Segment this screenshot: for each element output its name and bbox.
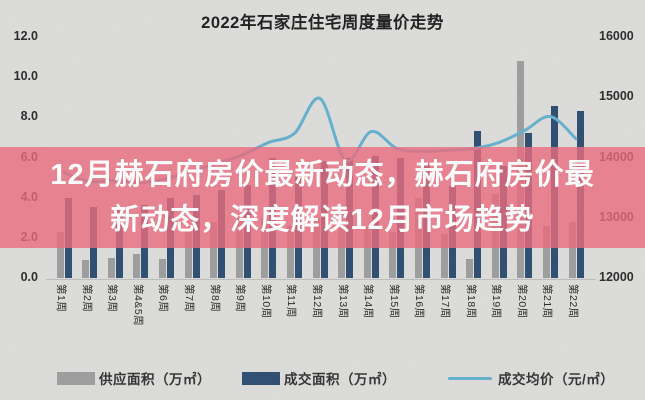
y-axis-right-tick: 12000 bbox=[599, 270, 634, 284]
y-axis-left-tick: 10.0 bbox=[13, 69, 38, 84]
x-axis-label: 第11周 bbox=[285, 284, 298, 318]
chart-legend: 供应面积（万㎡） 成交面积（万㎡） 成交均价（元/㎡） bbox=[0, 365, 645, 391]
banner-line-2: 新动态，深度解读12月市场趋势 bbox=[110, 203, 535, 236]
x-axis-label: 第20周 bbox=[515, 284, 528, 319]
page-title: 2022年石家庄住宅周度量价走势 bbox=[201, 14, 444, 32]
y-axis-right-tick: 15000 bbox=[599, 89, 634, 104]
x-axis-label: 第3周 bbox=[106, 284, 119, 313]
banner-line-1: 12月赫石府房价最新动态，赫石府房价最 bbox=[50, 158, 595, 191]
x-axis-label: 第16周 bbox=[413, 284, 426, 319]
supply-bar bbox=[466, 258, 474, 278]
legend-item-transaction: 成交面积（万㎡） bbox=[242, 365, 396, 391]
x-axis-label: 第6周 bbox=[157, 284, 170, 313]
supply-bar bbox=[107, 257, 115, 278]
x-axis-baseline bbox=[46, 279, 596, 280]
x-axis-label: 第7周 bbox=[183, 284, 195, 313]
supply-bar bbox=[82, 259, 90, 278]
x-axis-label: 第4&5周 bbox=[131, 284, 144, 327]
x-axis-label: 第10周 bbox=[259, 284, 272, 319]
x-axis-label: 第1周 bbox=[55, 284, 67, 313]
supply-bar bbox=[133, 253, 141, 278]
x-axis-label: 第12周 bbox=[311, 284, 323, 319]
x-axis-label: 第21周 bbox=[541, 284, 554, 319]
x-axis-label: 第13周 bbox=[336, 284, 349, 319]
x-axis-label: 第17周 bbox=[439, 284, 451, 319]
promo-banner-overlay: 12月赫石府房价最新动态，赫石府房价最 新动态，深度解读12月市场趋势 bbox=[0, 147, 645, 248]
y-axis-left-tick: 0.0 bbox=[20, 270, 38, 284]
x-axis-label: 第15周 bbox=[387, 284, 400, 319]
x-axis-label: 第18周 bbox=[464, 284, 477, 319]
y-axis-right-tick: 16000 bbox=[599, 29, 634, 43]
x-axis-label: 第22周 bbox=[567, 284, 579, 319]
legend-label-supply: 供应面积（万㎡） bbox=[99, 372, 211, 387]
x-axis-label: 第2周 bbox=[80, 284, 93, 313]
legend-item-price: 成交均价（元/㎡） bbox=[448, 365, 614, 391]
legend-item-supply: 供应面积（万㎡） bbox=[57, 365, 211, 391]
y-axis-left-tick: 8.0 bbox=[20, 109, 38, 124]
legend-label-price: 成交均价（元/㎡） bbox=[498, 372, 615, 387]
price-line-swatch bbox=[448, 376, 492, 380]
transaction-bar-swatch bbox=[242, 371, 280, 385]
x-axis-label: 第8周 bbox=[208, 284, 221, 313]
x-axis-label: 第19周 bbox=[490, 284, 503, 319]
supply-bar bbox=[158, 258, 166, 278]
legend-label-transaction: 成交面积（万㎡） bbox=[284, 372, 396, 387]
x-axis-label: 第14周 bbox=[362, 284, 375, 319]
supply-bar-swatch bbox=[57, 371, 95, 385]
y-axis-left-tick: 12.0 bbox=[13, 29, 38, 44]
x-axis-label: 第9周 bbox=[234, 284, 247, 313]
